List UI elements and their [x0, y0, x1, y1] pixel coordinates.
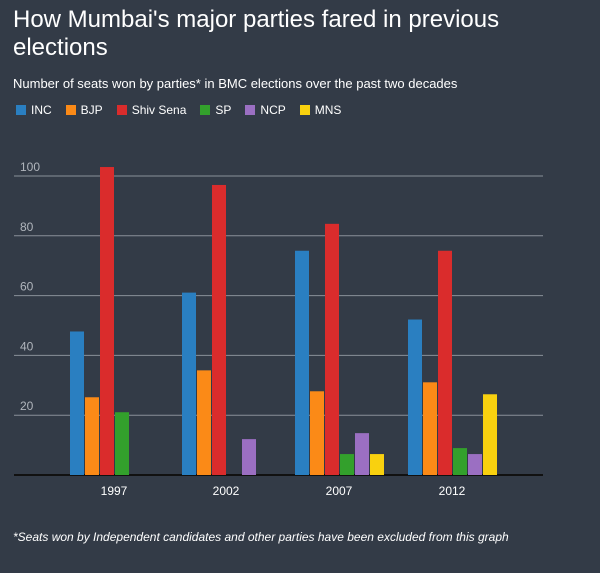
y-tick-label: 100	[20, 160, 40, 174]
legend-swatch	[65, 105, 76, 115]
bar	[115, 412, 129, 475]
bar	[85, 397, 99, 475]
bar	[468, 454, 482, 475]
x-tick-label: 2012	[439, 484, 466, 498]
legend-swatch	[200, 105, 211, 115]
bar-chart: 20 40 60 80 100 1997 2002 2007 2012	[14, 160, 543, 498]
bar	[310, 391, 324, 475]
bar	[100, 167, 114, 475]
legend-label: MNS	[314, 103, 342, 117]
x-tick-label: 1997	[101, 484, 128, 498]
y-tick-label: 20	[20, 399, 34, 413]
bar	[483, 394, 497, 475]
legend-item: NCP	[245, 103, 286, 117]
bar	[408, 319, 422, 475]
legend-item: INC	[16, 103, 52, 117]
bar	[370, 454, 384, 475]
bar	[438, 250, 452, 475]
chart-subtitle: Number of seats won by parties* in BMC e…	[13, 76, 458, 91]
legend-label: Shiv Sena	[131, 103, 187, 117]
legend-swatch	[245, 105, 256, 115]
y-tick-label: 80	[20, 220, 34, 234]
legend-swatch	[299, 105, 310, 115]
bar	[355, 433, 369, 475]
bar	[242, 439, 256, 475]
bar	[212, 184, 226, 475]
bar	[340, 454, 354, 475]
x-tick-label: 2007	[326, 484, 353, 498]
legend-item: BJP	[65, 103, 103, 117]
bar	[197, 370, 211, 475]
bar	[70, 331, 84, 475]
legend-label: SP	[215, 103, 232, 117]
legend-item: SP	[200, 103, 231, 117]
bar	[295, 250, 309, 475]
legend: INC BJP Shiv Sena SP NCP MNS	[16, 103, 355, 117]
legend-label: NCP	[260, 103, 286, 117]
footnote: *Seats won by Independent candidates and…	[13, 530, 509, 544]
bar	[453, 448, 467, 475]
legend-swatch	[116, 105, 127, 115]
bar	[182, 292, 196, 475]
bar	[423, 382, 437, 475]
y-tick-label: 40	[20, 339, 34, 353]
legend-item: Shiv Sena	[116, 103, 187, 117]
legend-swatch	[16, 105, 26, 115]
legend-item: MNS	[299, 103, 342, 117]
legend-label: BJP	[80, 103, 103, 117]
x-tick-label: 2002	[213, 484, 240, 498]
bar	[325, 223, 339, 475]
chart-title: How Mumbai's major parties fared in prev…	[13, 6, 500, 61]
legend-label: INC	[31, 103, 52, 117]
y-tick-label: 60	[20, 280, 34, 294]
